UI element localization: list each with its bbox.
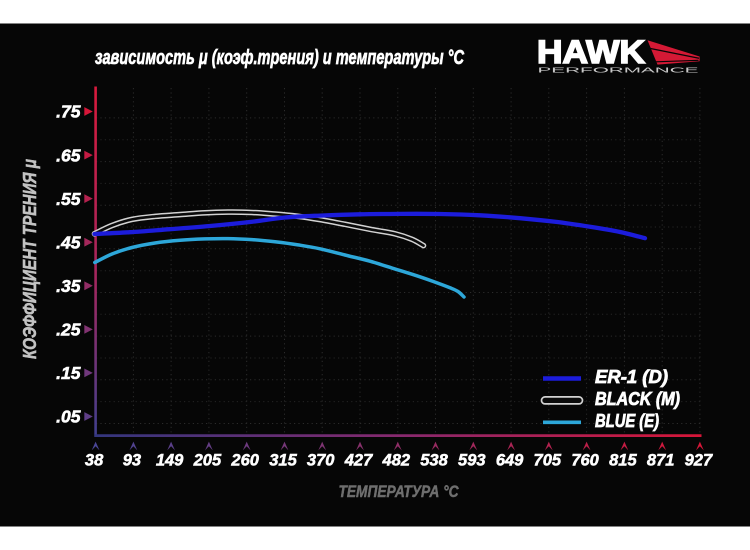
- svg-text:.35: .35: [56, 276, 81, 296]
- svg-text:649: 649: [496, 451, 524, 469]
- svg-text:38: 38: [85, 451, 104, 469]
- svg-text:538: 538: [420, 451, 448, 469]
- svg-text:593: 593: [458, 451, 486, 469]
- svg-text:815: 815: [609, 451, 637, 469]
- svg-text:205: 205: [193, 451, 222, 469]
- svg-text:ER-1 (D): ER-1 (D): [595, 367, 668, 387]
- svg-text:PERFORMANCE: PERFORMANCE: [538, 66, 699, 75]
- svg-text:.55: .55: [56, 189, 81, 209]
- svg-text:927: 927: [685, 451, 713, 469]
- svg-text:427: 427: [344, 451, 373, 469]
- svg-text:.25: .25: [56, 320, 81, 340]
- svg-text:HAWK: HAWK: [537, 34, 645, 70]
- svg-text:760: 760: [571, 451, 599, 469]
- svg-text:.15: .15: [56, 363, 81, 383]
- svg-text:зависимость μ (коэф.трения) и: зависимость μ (коэф.трения) и температур…: [95, 46, 465, 69]
- svg-text:315: 315: [269, 451, 297, 469]
- svg-text:.45: .45: [56, 232, 81, 252]
- svg-text:ТЕМПЕРАТУРА °C: ТЕМПЕРАТУРА °C: [339, 483, 460, 501]
- svg-text:871: 871: [647, 451, 675, 469]
- svg-text:.65: .65: [56, 145, 81, 165]
- svg-text:.05: .05: [56, 407, 81, 427]
- svg-text:BLUE (E): BLUE (E): [595, 411, 659, 431]
- svg-text:482: 482: [382, 451, 411, 469]
- svg-text:.75: .75: [56, 102, 81, 122]
- svg-text:705: 705: [534, 451, 562, 469]
- svg-text:260: 260: [230, 451, 259, 469]
- svg-text:93: 93: [123, 451, 141, 469]
- svg-text:370: 370: [307, 451, 335, 469]
- svg-text:КОЭФФИЦИЕНТ ТРЕНИЯ μ: КОЭФФИЦИЕНТ ТРЕНИЯ μ: [19, 159, 40, 359]
- svg-text:BLACK (M): BLACK (M): [595, 389, 680, 409]
- svg-text:149: 149: [156, 451, 184, 469]
